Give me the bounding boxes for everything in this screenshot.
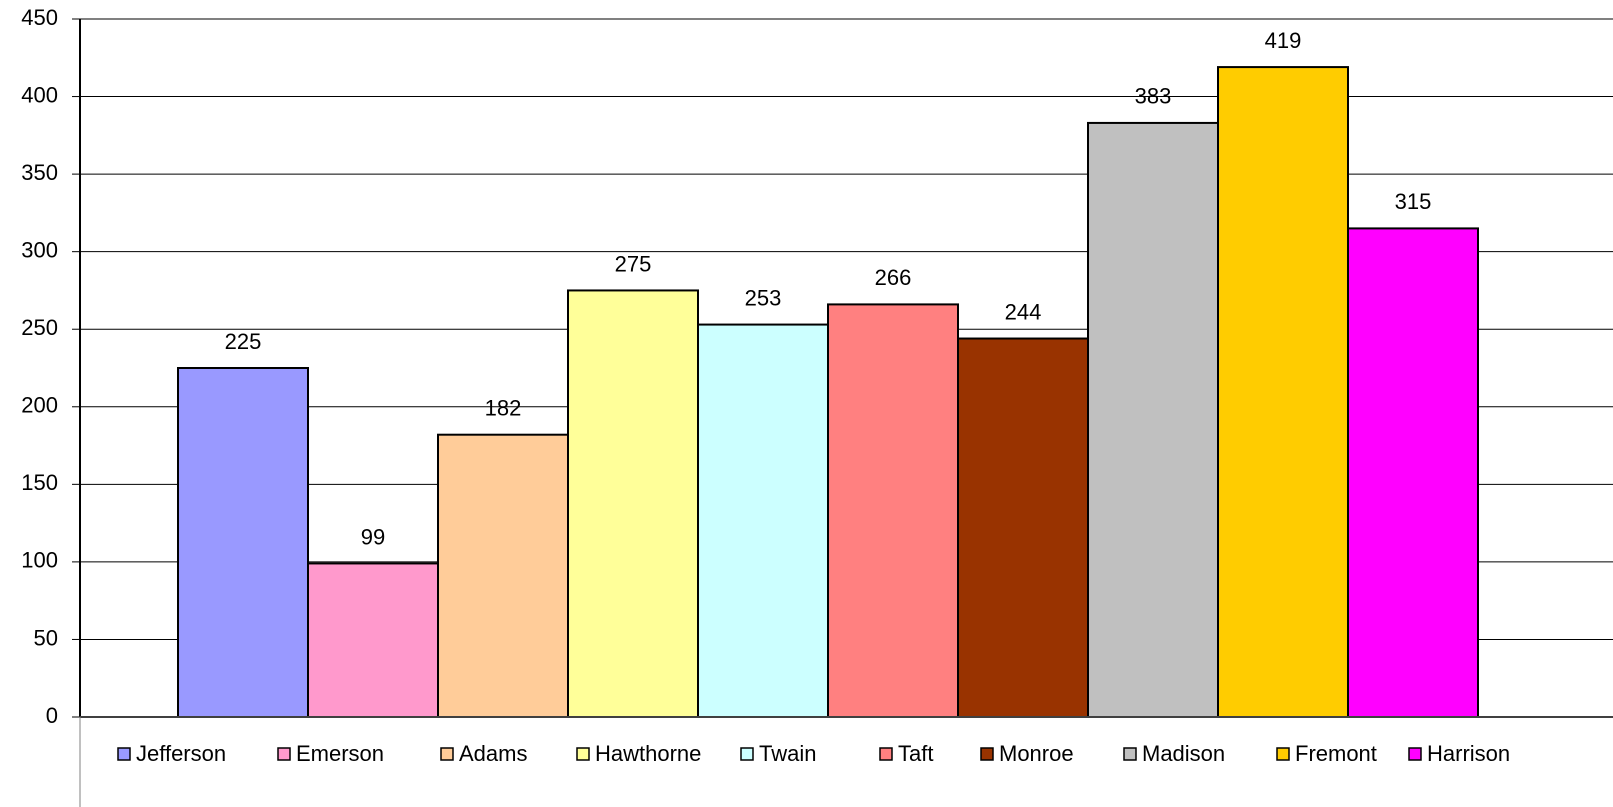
legend-label: Jefferson xyxy=(136,741,226,766)
legend-label: Fremont xyxy=(1295,741,1377,766)
legend xyxy=(79,716,1613,807)
bar xyxy=(1087,121,1219,719)
y-tick-label: 400 xyxy=(21,82,58,107)
legend-swatch xyxy=(440,747,454,761)
y-tick-label: 350 xyxy=(21,160,58,185)
bar xyxy=(1217,66,1349,718)
legend-label: Emerson xyxy=(296,741,384,766)
data-label: 182 xyxy=(485,396,522,421)
legend-swatch xyxy=(576,747,590,761)
legend-swatch xyxy=(117,747,131,761)
bar xyxy=(437,433,569,718)
data-label: 244 xyxy=(1005,299,1042,324)
legend-swatch xyxy=(980,747,994,761)
legend-swatch xyxy=(1123,747,1137,761)
data-label: 275 xyxy=(615,251,652,276)
y-tick-label: 250 xyxy=(21,315,58,340)
legend-label: Harrison xyxy=(1427,741,1510,766)
y-tick-label: 0 xyxy=(46,703,58,728)
bar xyxy=(307,562,439,718)
legend-label: Taft xyxy=(898,741,933,766)
legend-swatch xyxy=(879,747,893,761)
data-label: 419 xyxy=(1265,28,1302,53)
legend-label: Twain xyxy=(759,741,816,766)
legend-swatch xyxy=(740,747,754,761)
legend-swatch xyxy=(1276,747,1290,761)
y-tick-label: 50 xyxy=(34,625,58,650)
data-label: 99 xyxy=(361,524,385,549)
data-label: 383 xyxy=(1135,84,1172,109)
bar xyxy=(697,323,829,718)
y-tick-label: 150 xyxy=(21,470,58,495)
bar xyxy=(177,367,309,718)
legend-swatch xyxy=(277,747,291,761)
y-tick-label: 300 xyxy=(21,237,58,262)
y-tick-label: 450 xyxy=(21,5,58,30)
legend-label: Adams xyxy=(459,741,527,766)
legend-label: Hawthorne xyxy=(595,741,701,766)
bar xyxy=(827,303,959,718)
bar xyxy=(957,337,1089,718)
data-label: 315 xyxy=(1395,189,1432,214)
legend-label: Monroe xyxy=(999,741,1074,766)
bar xyxy=(567,289,699,718)
data-label: 253 xyxy=(745,285,782,310)
y-tick-label: 200 xyxy=(21,393,58,418)
legend-label: Madison xyxy=(1142,741,1225,766)
bar xyxy=(1347,227,1479,718)
y-tick-label: 100 xyxy=(21,548,58,573)
legend-swatch xyxy=(1408,747,1422,761)
data-label: 225 xyxy=(225,329,262,354)
data-label: 266 xyxy=(875,265,912,290)
